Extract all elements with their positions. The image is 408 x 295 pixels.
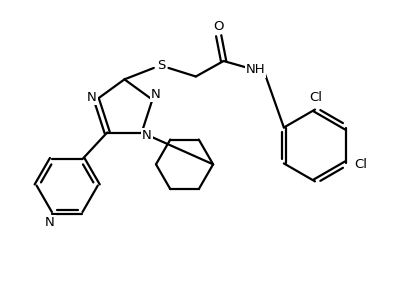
Text: N: N <box>142 129 151 142</box>
Text: S: S <box>157 59 165 72</box>
Text: N: N <box>45 216 55 229</box>
Text: Cl: Cl <box>309 91 322 104</box>
Text: O: O <box>213 20 224 33</box>
Text: N: N <box>87 91 96 104</box>
Text: N: N <box>151 88 160 101</box>
Text: Cl: Cl <box>354 158 367 171</box>
Text: NH: NH <box>246 63 265 76</box>
